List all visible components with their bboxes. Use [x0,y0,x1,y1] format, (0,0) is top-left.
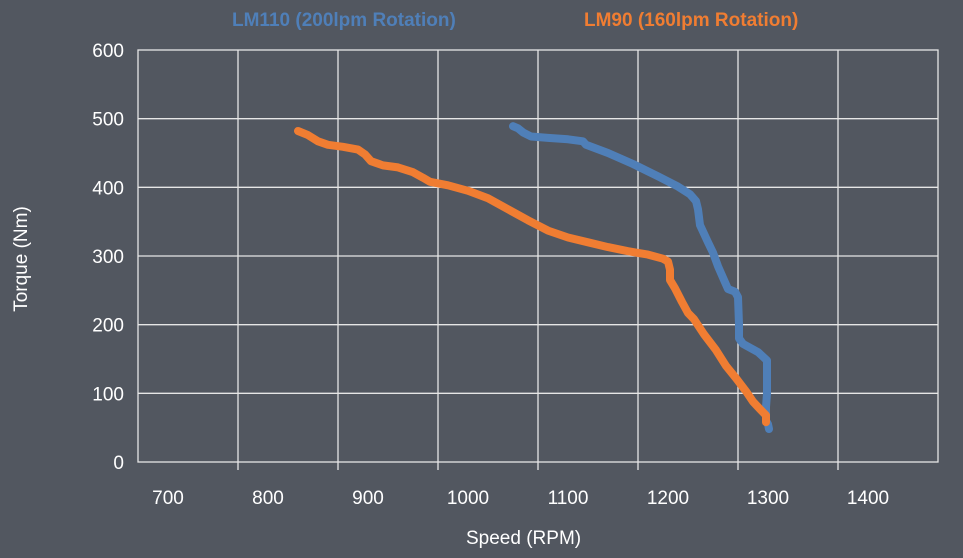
x-tick-label: 800 [252,488,284,509]
x-tick-label: 700 [152,488,184,509]
x-tick-labels: 700 800 900 1000 1100 1200 1300 1400 [152,488,889,509]
y-tick-label: 200 [92,316,124,337]
y-tick-label: 300 [92,247,124,268]
series-line-lm110 [509,122,773,433]
grid-lines [138,50,938,470]
x-tick-label: 900 [352,488,384,509]
y-tick-label: 0 [113,453,124,474]
y-tick-label: 400 [92,178,124,199]
y-tick-label: 600 [92,41,124,62]
x-tick-label: 1300 [747,488,789,509]
x-tick-label: 1100 [548,488,589,509]
x-axis-title: Speed (RPM) [466,528,582,549]
series-line-lm90 [294,127,770,427]
x-tick-label: 1200 [647,488,689,509]
y-tick-label: 500 [92,110,124,131]
x-tick-label: 1400 [847,488,889,509]
series-lines [294,122,773,433]
legend-item-lm90: LM90 (160lpm Rotation) [584,10,799,31]
legend-item-lm110: LM110 (200lpm Rotation) [232,10,456,31]
y-tick-labels: 0 100 200 300 400 500 600 [92,41,124,474]
y-tick-label: 100 [92,384,124,405]
y-axis-title: Torque (Nm) [11,206,32,312]
x-tick-label: 1000 [447,488,489,509]
